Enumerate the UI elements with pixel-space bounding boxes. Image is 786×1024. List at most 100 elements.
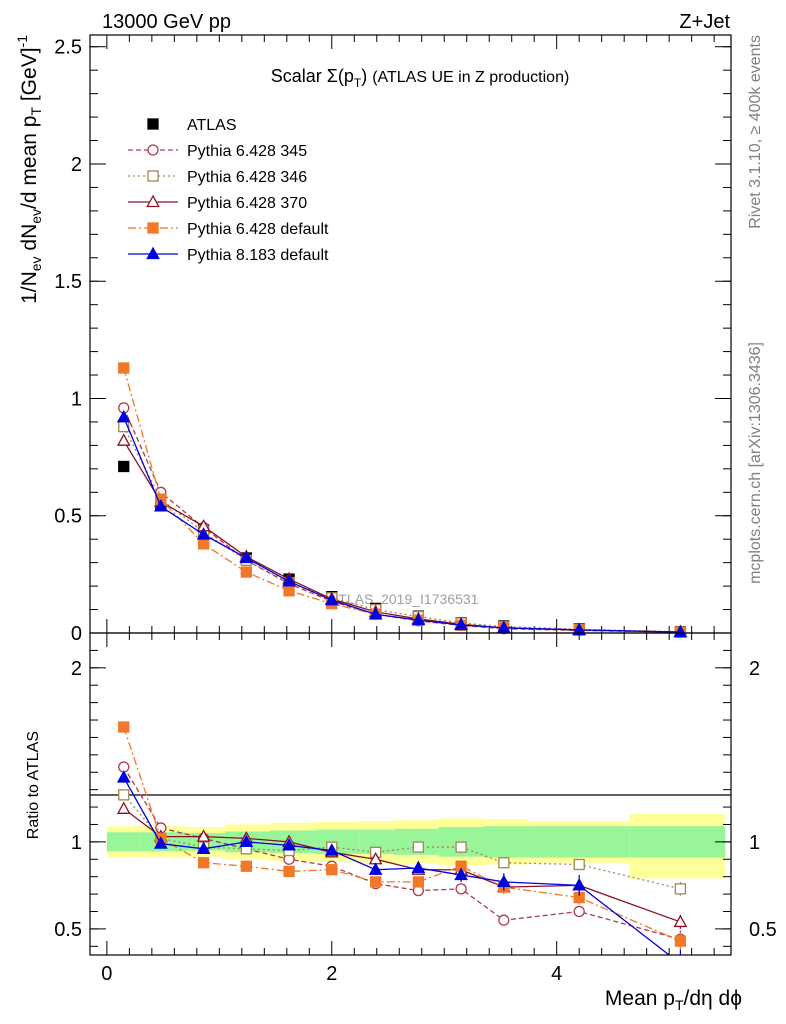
- main-panel: Scalar Σ(pT) (ATLAS UE in Z production) …: [54, 34, 732, 645]
- legend-label-pythia-6-428-default: Pythia 6.428 default: [187, 221, 329, 238]
- ratio-point-pythia-6-428-346: [573, 858, 585, 871]
- ratio-point-pythia-6-428-370: [116, 801, 131, 814]
- ratio-point-pythia-6-428-370: [673, 914, 688, 928]
- ratio-point-pythia-6-428-345: [455, 883, 467, 895]
- main-point-pythia-8-183-default: [196, 527, 211, 540]
- ratio-point-pythia-6-428-default: [118, 721, 130, 733]
- ratio-series: [116, 721, 688, 969]
- plot-title: Scalar Σ(pT) (ATLAS UE in Z production): [271, 66, 570, 90]
- legend-label-atlas: ATLAS: [187, 117, 237, 134]
- ratio-point-pythia-6-428-346: [118, 789, 130, 801]
- y-tick-label: 2.5: [54, 37, 82, 59]
- x-axis-title: Mean pT/dη dϕ: [605, 987, 742, 1013]
- ratio-point-pythia-6-428-345: [498, 914, 510, 926]
- ratio-point-pythia-6-428-default: [283, 865, 295, 878]
- x-tick-label: 0: [101, 963, 112, 985]
- main-point-pythia-8-183-default: [496, 620, 511, 633]
- main-line-pythia-6-428-default: [123, 367, 681, 633]
- y-tick-label: 2: [71, 658, 82, 680]
- ratio-point-pythia-8-183-default: [496, 874, 511, 888]
- ratio-panel: 0.5 0.5 1 1 2 2 0 2 4: [54, 632, 777, 985]
- ratio-point-pythia-8-183-default: [675, 958, 687, 969]
- legend-marker-pythia-6-428-370: [146, 194, 160, 208]
- legend-marker-pythia-6-428-default: [147, 222, 159, 234]
- legend-marker-pythia-6-428-346: [147, 170, 159, 182]
- main-point-pythia-8-183-default: [116, 409, 131, 423]
- ratio-point-pythia-8-183-default: [116, 770, 131, 783]
- main-series: [116, 362, 688, 638]
- legend-label-pythia-6-428-346: Pythia 6.428 346: [187, 169, 307, 186]
- y-tick-label: 0.5: [54, 919, 82, 941]
- ratio-point-pythia-8-183-default: [411, 860, 426, 874]
- main-point-pythia-8-183-default: [324, 592, 339, 606]
- ratio-frame: [89, 632, 732, 956]
- legend-label-pythia-6-428-345: Pythia 6.428 345: [187, 143, 307, 160]
- ratio-bands: [106, 814, 726, 879]
- watermark: ATLAS_2019_I1736531: [330, 591, 479, 607]
- main-y-axis-title: 1/Nev dNev/d mean pT [GeV]-1: [14, 35, 44, 304]
- y-tick-label-right: 1: [749, 832, 760, 854]
- ratio-point-pythia-6-428-345: [573, 905, 585, 918]
- ratio-point-pythia-6-428-346: [412, 841, 425, 853]
- y-tick-label: 0.5: [54, 506, 82, 528]
- ratio-band-green: [629, 826, 726, 858]
- ratio-point-pythia-8-183-default: [239, 834, 254, 848]
- process-label: Z+Jet: [679, 11, 730, 33]
- main-point-pythia-8-183-default: [454, 617, 468, 631]
- ratio-band-green: [528, 826, 630, 858]
- y-tick-label: 1: [71, 832, 82, 854]
- ratio-band-green: [106, 832, 141, 852]
- main-point-pythia-6-428-default: [283, 585, 295, 597]
- main-point-pythia-8-183-default: [673, 624, 688, 638]
- legend-marker-pythia-8-183-default: [146, 246, 160, 260]
- ratio-point-pythia-6-428-default: [369, 876, 382, 888]
- main-line-pythia-8-183-default: [123, 417, 681, 633]
- legend-marker-atlas: [147, 118, 159, 130]
- mcplots-label: mcplots.cern.ch [arXiv:1306.3436]: [747, 342, 764, 584]
- ratio-line-pythia-8-183-default: [123, 777, 671, 955]
- y-tick-label-right: 2: [749, 658, 760, 680]
- ratio-point-pythia-8-183-default: [454, 867, 468, 881]
- ratio-point-pythia-6-428-default: [674, 935, 687, 947]
- main-point-pythia-6-428-370: [116, 433, 131, 446]
- main-point-pythia-6-428-default: [197, 538, 210, 550]
- x-tick-label: 4: [551, 963, 562, 985]
- y-tick-label: 0: [71, 623, 82, 645]
- legend-marker-pythia-6-428-345: [147, 144, 159, 156]
- ratio-point-pythia-8-183-default: [368, 862, 383, 875]
- main-point-atlas: [118, 460, 130, 473]
- main-line-pythia-6-428-346: [123, 426, 681, 633]
- y-tick-label-right: 0.5: [749, 919, 777, 941]
- y-tick-label: 1.5: [54, 271, 82, 293]
- main-point-pythia-6-428-default: [118, 362, 130, 374]
- ratio-line-pythia-6-428-370: [123, 808, 681, 923]
- ratio-point-pythia-6-428-default: [326, 864, 338, 876]
- ratio-point-pythia-8-183-default: [324, 843, 339, 856]
- ratio-point-pythia-6-428-346: [455, 841, 467, 853]
- ratio-point-pythia-8-183-default: [154, 836, 168, 849]
- y-tick-label: 1: [71, 388, 82, 410]
- ratio-point-pythia-6-428-370: [196, 829, 211, 842]
- ratio-ticks: 0.5 0.5 1 1 2 2 0 2 4: [54, 632, 777, 985]
- ratio-point-pythia-8-183-default: [282, 837, 296, 851]
- energy-label: 13000 GeV pp: [102, 11, 231, 33]
- main-point-pythia-8-183-default: [154, 499, 168, 512]
- ratio-y-axis-title: Ratio to ATLAS: [25, 731, 42, 839]
- legend: ATLAS Pythia 6.428 345 Pythia 6.428 346 Pyt…: [128, 117, 329, 264]
- ratio-point-pythia-6-428-default: [197, 857, 210, 869]
- ratio-point-pythia-6-428-346: [674, 883, 687, 895]
- ratio-point-pythia-8-183-default: [572, 878, 587, 891]
- ratio-point-pythia-6-428-default: [240, 860, 252, 872]
- main-point-pythia-8-183-default: [411, 612, 426, 626]
- legend-label-pythia-6-428-370: Pythia 6.428 370: [187, 195, 307, 212]
- ratio-point-pythia-6-428-default: [412, 876, 425, 888]
- ratio-band-green: [483, 826, 529, 858]
- ratio-line-pythia-6-428-346: [123, 794, 681, 890]
- ratio-point-pythia-6-428-346: [498, 857, 510, 869]
- legend-label-pythia-8-183-default: Pythia 8.183 default: [187, 247, 329, 264]
- y-tick-label: 2: [71, 154, 82, 176]
- main-point-pythia-8-183-default: [368, 606, 383, 620]
- main-point-pythia-6-428-default: [240, 566, 252, 578]
- rivet-label: Rivet 3.1.10, ≥ 400k events: [747, 35, 764, 229]
